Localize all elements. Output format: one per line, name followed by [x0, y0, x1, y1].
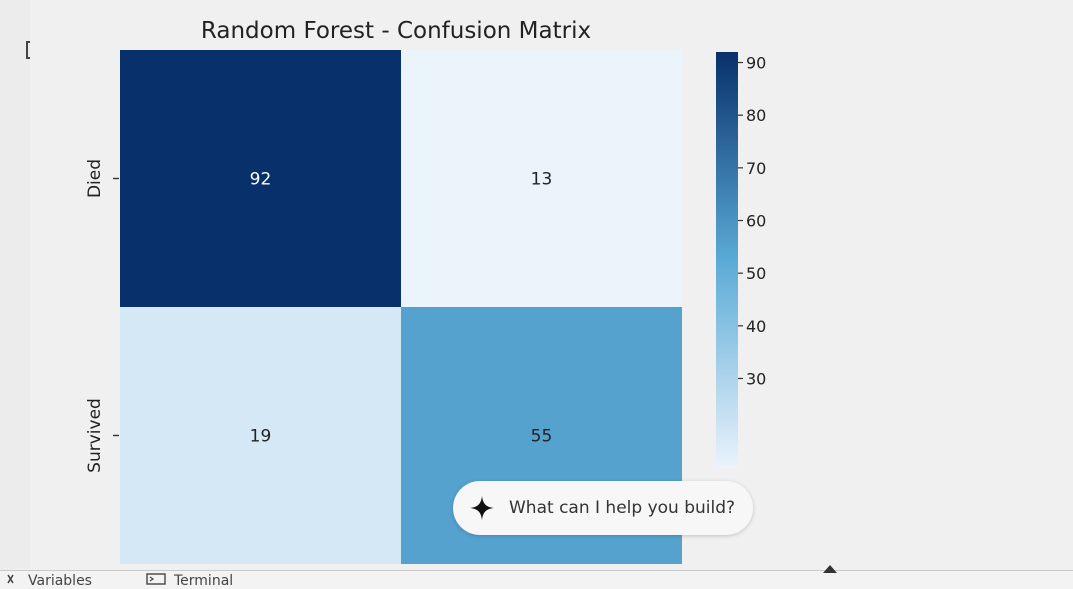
confusion-matrix-chart: Random Forest - Confusion Matrix 92 13 19 5…: [85, 18, 767, 564]
ai-assistant-prompt[interactable]: What can I help you build?: [453, 481, 753, 535]
colorbar: [716, 52, 738, 468]
bottom-panel-bar: Variables Terminal: [0, 570, 1073, 589]
colorbar-tick-label: 60: [746, 212, 766, 231]
cell-value-label: 19: [250, 427, 272, 447]
caret-up-icon[interactable]: [823, 565, 837, 573]
chart-title: Random Forest - Confusion Matrix: [201, 18, 591, 44]
terminal-tab-label: Terminal: [174, 573, 234, 589]
sparkle-icon: [467, 493, 497, 523]
heatmap-cell-r1-c0: [120, 307, 401, 564]
colorbar-tick-label: 30: [746, 369, 766, 388]
y-tick-label-died: Died: [85, 159, 105, 198]
colorbar-tick-label: 40: [746, 317, 766, 336]
y-tick-label-survived: Survived: [85, 398, 105, 473]
variables-tab-label: Variables: [28, 573, 92, 589]
cell-value-label: 55: [531, 427, 553, 447]
heatmap-cell-r0-c0: [120, 50, 401, 307]
variables-icon: [6, 573, 20, 589]
terminal-icon: [146, 573, 166, 589]
colorbar-tick-label: 70: [746, 159, 766, 178]
ai-prompt-text: What can I help you build?: [509, 498, 736, 518]
colorbar-tick-label: 90: [746, 54, 766, 73]
colorbar-tick-label: 50: [746, 264, 766, 283]
cell-value-label: 13: [531, 170, 553, 190]
colorbar-tick-label: 80: [746, 106, 766, 125]
terminal-tab[interactable]: Terminal: [146, 573, 233, 589]
heatmap-cell-r0-c1: [401, 50, 682, 307]
cell-value-label: 92: [250, 170, 272, 190]
variables-tab[interactable]: Variables: [6, 573, 92, 589]
